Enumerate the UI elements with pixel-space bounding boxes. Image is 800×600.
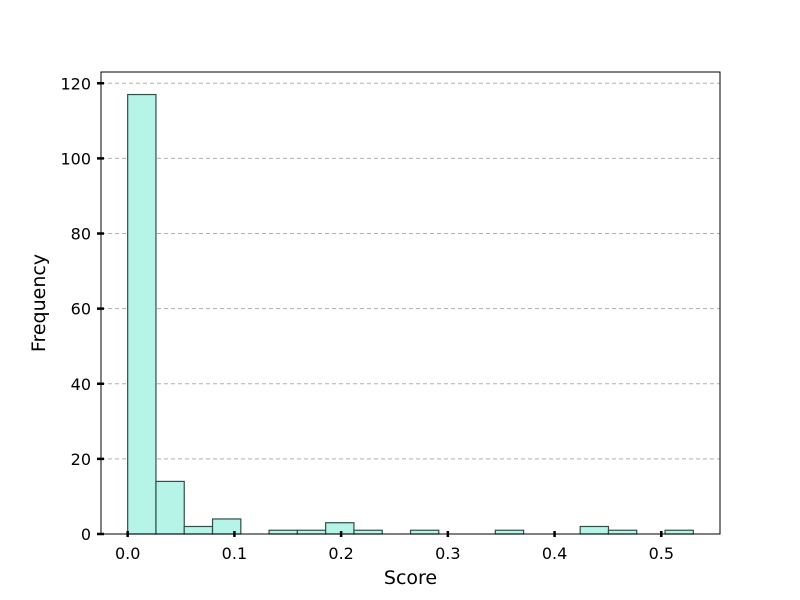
histogram-bar — [579, 525, 610, 535]
x-tick-label: 0.2 — [328, 544, 353, 563]
x-tick-label: 0.1 — [222, 544, 247, 563]
x-tick-label: 0.4 — [542, 544, 567, 563]
histogram-bar — [127, 93, 157, 535]
y-tick-label: 20 — [71, 450, 91, 469]
histogram-bar — [155, 480, 185, 535]
histogram-bars — [127, 93, 694, 535]
histogram-bar — [353, 529, 383, 535]
y-axis-label: Frequency — [28, 254, 50, 352]
y-tick-label: 40 — [71, 375, 91, 394]
plot-area-frame — [100, 71, 721, 535]
histogram-bar — [664, 529, 694, 535]
x-tick-label: 0.0 — [115, 544, 140, 563]
axis-ticks: 0.0 0.1 0.2 0.3 0.4 0.5 0 20 40 60 80 100 120 — [60, 74, 674, 563]
histogram-bar — [607, 529, 638, 535]
y-tick-label: 120 — [60, 74, 91, 93]
histogram-bar — [494, 529, 525, 535]
x-tick-label: 0.5 — [649, 544, 674, 563]
y-tick-label: 100 — [60, 149, 91, 168]
histogram-bar — [296, 529, 327, 535]
x-axis-label: Score — [384, 567, 437, 589]
y-tick-label: 0 — [81, 525, 91, 544]
y-tick-label: 60 — [71, 300, 91, 319]
x-tick-label: 0.3 — [435, 544, 460, 563]
histogram-bar — [325, 522, 355, 535]
histogram-bar — [211, 518, 242, 535]
histogram-bar — [409, 529, 440, 535]
histogram-bar — [183, 525, 214, 535]
histogram-bar — [268, 529, 298, 535]
gridlines — [101, 82, 720, 460]
y-tick-label: 80 — [71, 225, 91, 244]
